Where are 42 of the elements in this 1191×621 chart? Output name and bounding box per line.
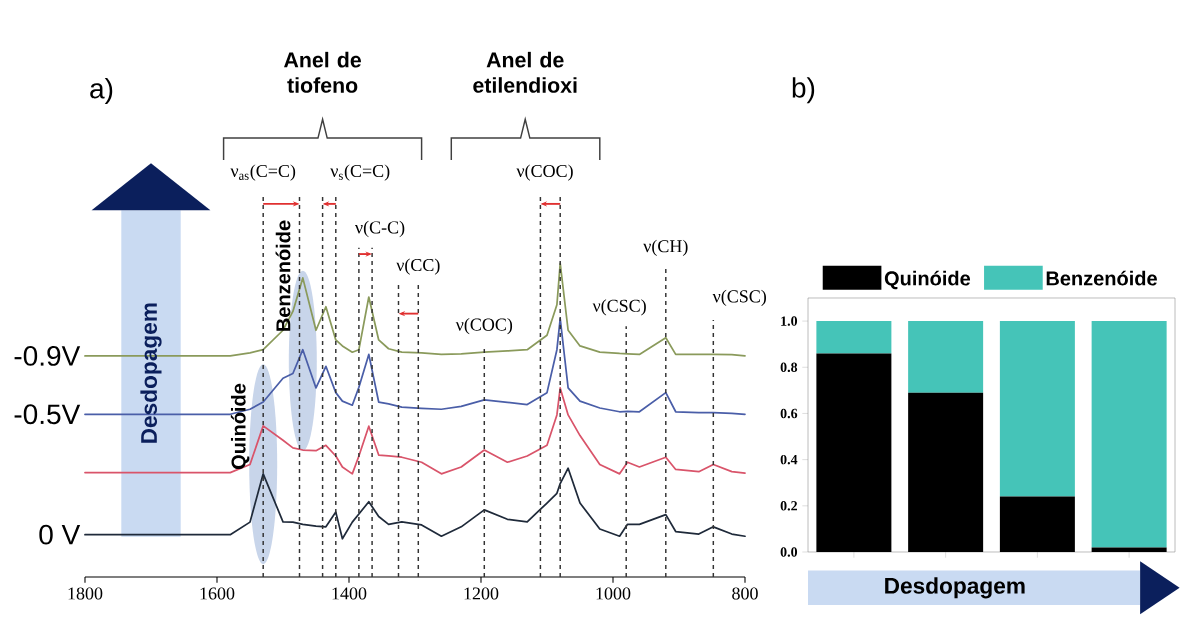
series-label: -0.9V <box>14 346 81 366</box>
x-tick-label: 1000 <box>596 587 631 600</box>
bar <box>908 392 984 552</box>
series-label: -0.5V <box>14 404 81 425</box>
ref-line-label: ν(CSC) <box>712 289 766 307</box>
y-tick-label: 0.4 <box>780 454 798 465</box>
ref-line-label: ν(CH) <box>643 239 688 256</box>
bar <box>816 321 892 354</box>
ref-line-label: ν(CSC) <box>592 299 646 316</box>
x-tick-label: 1200 <box>464 587 499 600</box>
y-tick-label: 1.0 <box>781 316 798 326</box>
x-tick-label: 1600 <box>200 587 235 600</box>
legend-label: Quinóide <box>884 270 971 290</box>
series-label: 0 V <box>39 524 81 545</box>
bar <box>999 321 1075 497</box>
bar <box>1091 547 1167 552</box>
ref-line-label: ν$_{s}$(C=C) <box>330 164 390 181</box>
ref-line-label: ν(COC) <box>516 164 573 181</box>
bar <box>816 353 892 552</box>
y-tick-label: 0.6 <box>780 408 798 419</box>
text: Anel de etilendioxi <box>473 51 577 93</box>
text: b) <box>792 77 815 104</box>
bar <box>1091 321 1167 548</box>
annotation: Quinóide <box>230 383 250 470</box>
legend-label: Benzenóide <box>1046 270 1157 286</box>
ref-line-label: ν(COC) <box>455 318 513 335</box>
ref-line-label: ν$_{as}$(C=C) <box>230 164 296 181</box>
x-tick-label: 1400 <box>332 587 367 600</box>
annotation: Benzenóide <box>275 220 291 331</box>
text: Desdopagem <box>885 577 1025 599</box>
x-tick-label: 800 <box>732 587 758 600</box>
ref-line-label: ν(C-C) <box>354 220 405 238</box>
bar <box>908 321 984 393</box>
ref-line-label: ν(CC) <box>396 258 440 275</box>
y-tick-label: 0.2 <box>780 501 798 511</box>
bar <box>999 496 1075 552</box>
text: a) <box>90 77 113 105</box>
text: Anel de tiofeno <box>284 51 361 93</box>
annotation: Desdopagem <box>140 303 162 443</box>
y-tick-label: 0.8 <box>780 362 798 373</box>
y-tick-label: 0.0 <box>780 547 798 557</box>
x-tick-label: 1800 <box>68 587 103 600</box>
